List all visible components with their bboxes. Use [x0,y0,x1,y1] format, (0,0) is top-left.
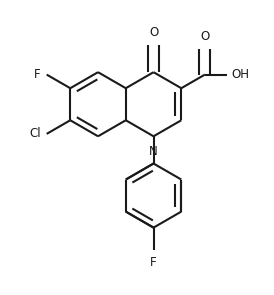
Text: OH: OH [232,68,250,81]
Text: O: O [200,30,210,43]
Text: Cl: Cl [29,127,41,140]
Text: F: F [34,68,41,81]
Text: N: N [149,145,158,158]
Text: F: F [150,256,157,269]
Text: O: O [149,26,158,39]
